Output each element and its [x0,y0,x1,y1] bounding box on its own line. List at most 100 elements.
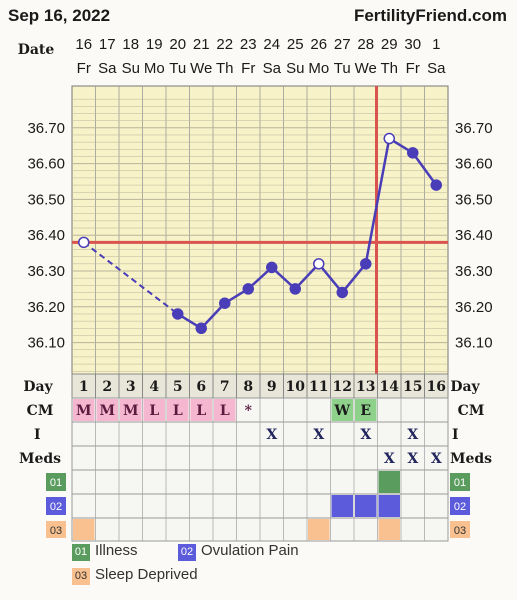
cm-cell [73,399,95,421]
cm-mark: * [245,403,253,419]
weekday: Sa [98,60,117,77]
med-code-right: 01 [454,477,466,489]
day-label-right: Day [450,379,480,395]
temp-point [289,283,301,295]
row-label: I [34,427,41,443]
date-number: 17 [99,36,116,53]
meds-mark: X [431,451,442,467]
site-name[interactable]: FertilityFriend.com [353,6,507,25]
cycle-day: 15 [403,379,422,395]
temp-point [430,179,442,191]
y-tick-right: 36.50 [455,191,493,208]
cm-mark: L [196,403,206,419]
y-tick-right: 36.60 [455,156,493,173]
cm-cell [190,399,212,421]
intercourse-mark: X [360,427,371,443]
cycle-day: 14 [380,379,400,395]
y-tick-left: 36.70 [27,120,65,137]
y-tick-left: 36.40 [27,227,65,244]
med-cell [73,519,95,540]
weekday: Th [380,60,398,77]
weekday: Sa [263,60,282,77]
cm-cell [120,399,142,421]
cm-cell [143,399,165,421]
y-tick-right: 36.40 [455,227,493,244]
day-label: Day [23,379,53,395]
temp-point [383,132,395,145]
date-number: 16 [75,36,92,53]
temp-point [360,258,372,270]
med-cell [378,519,400,540]
cycle-day: 8 [243,379,253,395]
cycle-day: 9 [267,379,277,395]
cm-mark: E [360,403,371,419]
cm-mark: M [100,403,116,419]
date-number: 28 [357,36,374,53]
y-tick-left: 36.30 [27,263,65,280]
weekday: Su [286,60,304,77]
y-tick-right: 36.20 [455,299,493,316]
cm-mark: M [123,403,139,419]
med-cell [355,495,377,517]
date-number: 24 [263,36,280,53]
date-number: 21 [193,36,210,53]
weekday: Th [216,60,234,77]
med-code-swatch [46,473,66,491]
date-number: 26 [310,36,327,53]
legend-label: Sleep Deprived [95,566,198,583]
temp-point [219,297,231,309]
med-code-right: 02 [454,501,466,513]
y-tick-left: 36.20 [27,299,65,316]
row-label-right: Meds [450,451,492,467]
cm-mark: L [220,403,230,419]
cycle-day: 4 [149,379,159,395]
cm-mark: W [333,403,350,419]
cycle-day: 3 [126,379,136,395]
temp-point [242,283,254,295]
med-code-swatch-right [450,521,470,538]
weekday: Mo [308,60,329,77]
date-number: 23 [240,36,257,53]
y-tick-left: 36.50 [27,191,65,208]
cm-cell [214,399,236,421]
med-code: 01 [50,477,62,489]
date-number: 19 [146,36,163,53]
date-number: 25 [287,36,304,53]
med-code-swatch-right [450,497,470,515]
cm-mark: M [76,403,92,419]
date-number: 20 [169,36,186,53]
cycle-day: 10 [286,379,306,395]
cycle-day: 5 [173,379,183,395]
med-cell [331,495,353,517]
cm-cell [331,399,353,421]
med-cell [378,471,400,493]
weekday: Tu [334,60,351,77]
legend-label: Illness [95,542,138,559]
weekday: Fr [77,60,91,77]
y-tick-right: 36.10 [455,335,493,352]
legend-swatch: 03 [72,568,90,585]
temp-point [336,286,348,299]
weekday: We [355,60,377,77]
med-code-swatch-right [450,473,470,491]
weekday: We [190,60,212,77]
intercourse-mark: X [407,427,418,443]
date-number: 1 [432,36,440,53]
weekday: Mo [144,60,165,77]
med-code-swatch [46,521,66,538]
cm-cell [355,399,377,421]
meds-mark: X [407,451,418,467]
temp-point [407,147,419,159]
row-label: Meds [19,451,61,467]
med-code: 02 [50,501,62,513]
row-label: CM [27,403,54,419]
y-tick-left: 36.60 [27,156,65,173]
cycle-day: 11 [309,379,328,395]
y-tick-right: 36.70 [455,120,493,137]
meds-mark: X [384,451,395,467]
weekday: Tu [169,60,186,77]
med-code-swatch [46,497,66,515]
cm-mark: L [173,403,183,419]
temp-point [172,308,184,320]
